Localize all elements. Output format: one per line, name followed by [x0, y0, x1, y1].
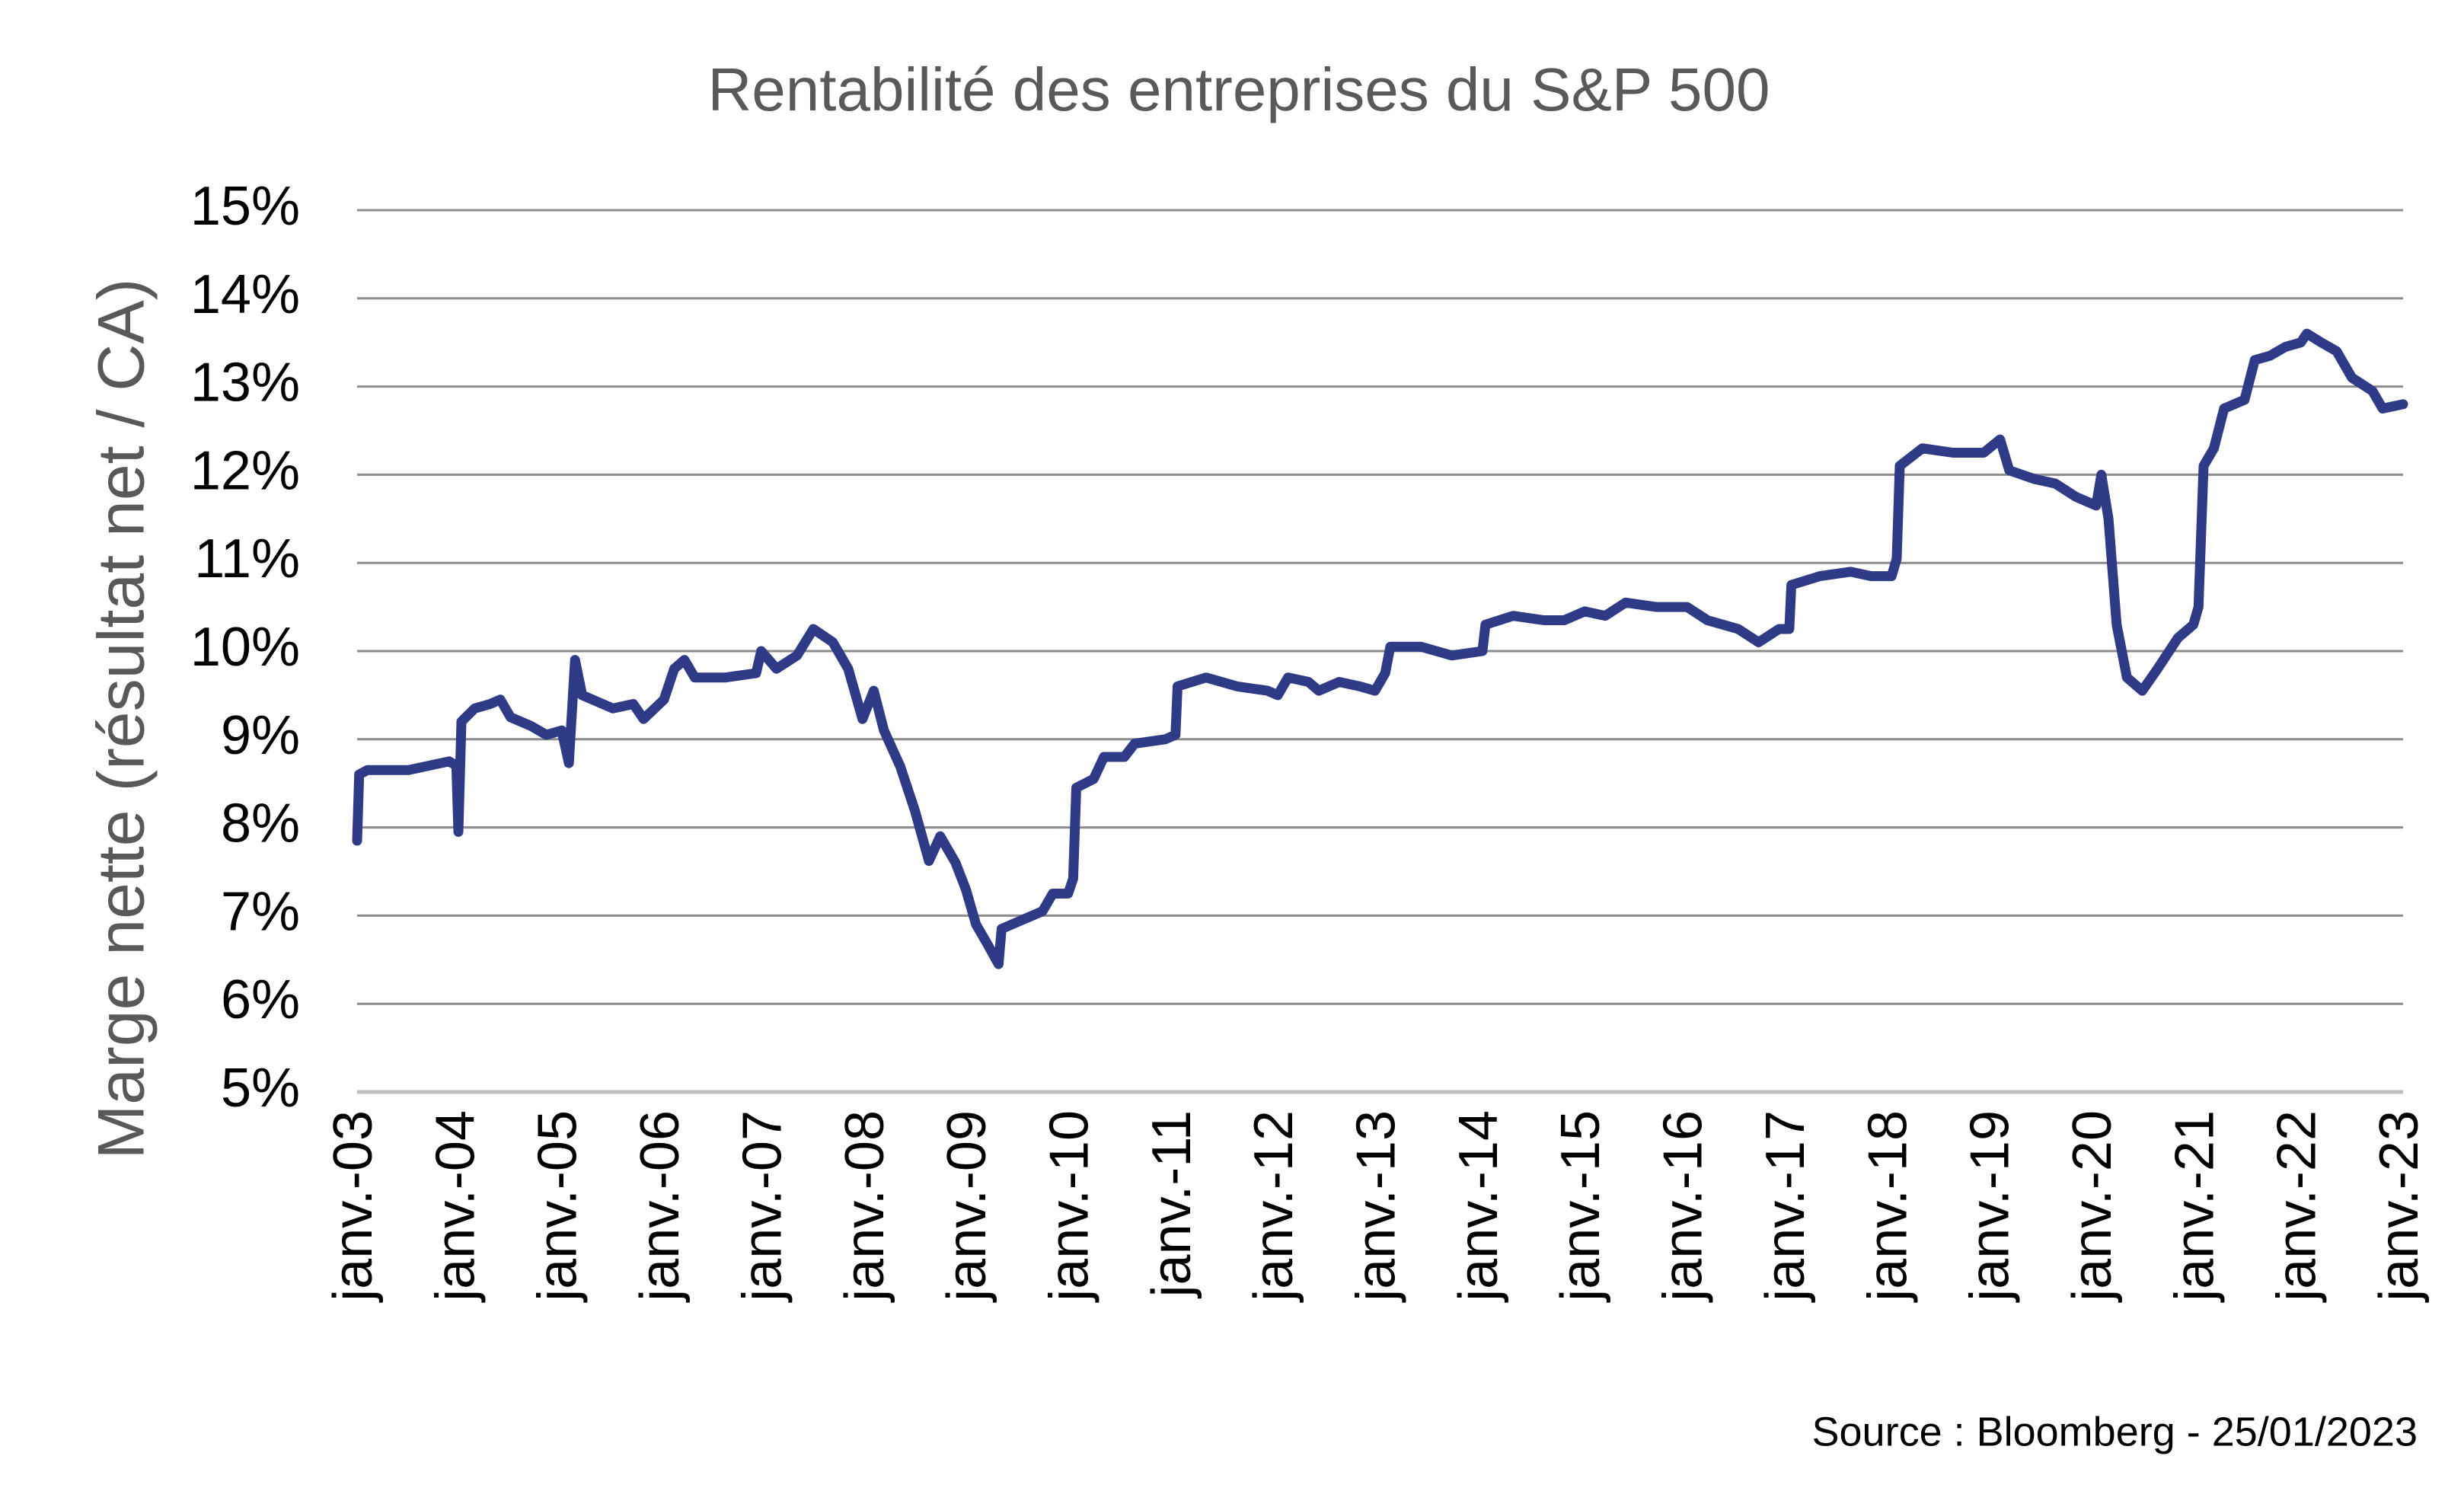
x-tick-label: janv.-08: [835, 1110, 895, 1303]
x-tick-label: janv.-23: [2369, 1110, 2430, 1303]
chart-title: Rentabilité des entreprises du S&P 500: [708, 56, 1770, 123]
x-tick-label: janv.-11: [1141, 1110, 1202, 1298]
x-tick-label: janv.-14: [1448, 1110, 1509, 1303]
x-tick-label: janv.-21: [2164, 1110, 2225, 1303]
x-tick-label: janv.-07: [732, 1110, 793, 1303]
y-axis-label: Marge nette (résultat net / CA): [85, 279, 158, 1160]
x-tick-label: janv.-10: [1039, 1110, 1100, 1303]
x-tick-label: janv.-09: [937, 1110, 997, 1303]
y-tick-label: 12%: [190, 440, 300, 501]
x-tick-label: janv.-22: [2267, 1110, 2328, 1303]
y-tick-label: 6%: [221, 969, 300, 1030]
y-tick-label: 8%: [221, 793, 300, 854]
line: [352, 328, 2408, 969]
x-tick-label: janv.-12: [1243, 1110, 1304, 1303]
x-tick-label: janv.-15: [1550, 1110, 1611, 1303]
x-tick-label: janv.-13: [1346, 1110, 1407, 1303]
y-tick-label: 11%: [194, 528, 300, 589]
x-tick-label: janv.-16: [1653, 1110, 1714, 1303]
x-tick-label: janv.-06: [630, 1110, 691, 1303]
x-tick-label: janv.-03: [323, 1110, 384, 1303]
x-tick-label: janv.-04: [425, 1110, 486, 1303]
y-tick-label: 9%: [221, 705, 300, 766]
y-tick-label: 5%: [221, 1058, 300, 1119]
source-note: Source : Bloomberg - 25/01/2023: [1812, 1409, 2418, 1454]
x-tick-label: janv.-05: [528, 1110, 589, 1303]
y-tick-label: 7%: [221, 881, 300, 942]
y-tick-label: 14%: [190, 264, 300, 325]
x-tick-label: janv.-19: [1960, 1110, 2021, 1303]
x-tick-label: janv.-17: [1755, 1110, 1816, 1303]
y-tick-label: 15%: [190, 176, 300, 237]
y-tick-label: 13%: [190, 353, 300, 413]
y-tick-label: 10%: [190, 617, 300, 678]
x-tick-label: janv.-18: [1857, 1110, 1918, 1303]
x-tick-label: janv.-20: [2062, 1110, 2123, 1303]
